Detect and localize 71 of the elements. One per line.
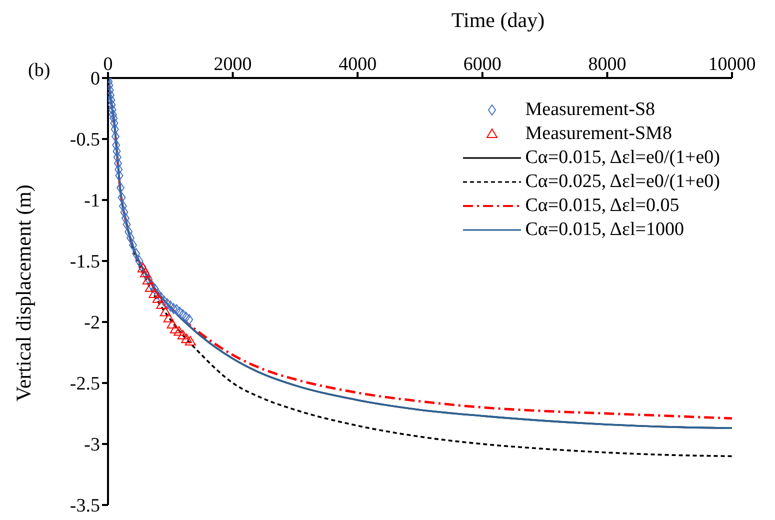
x-tick-label: 6000 [463,54,502,75]
x-tick-label: 8000 [588,54,626,75]
x-tick-label: 4000 [338,54,377,75]
point [108,104,116,116]
point [156,299,168,309]
point [112,140,120,151]
point [185,314,194,326]
x-tick-label: 0 [103,54,113,75]
point [163,312,174,322]
point [118,192,126,204]
point [148,288,160,298]
point [115,170,124,182]
y-tick-label: -2.5 [70,374,100,395]
y-tick-label: -1.5 [70,252,100,273]
point [166,318,178,328]
legend-label: Measurement-S8 [525,98,656,122]
legend-label: Cα=0.015, Δεl=e0/(1+e0) [525,146,720,170]
y-tick-label: -1 [84,190,100,212]
point [160,296,168,307]
point [135,256,144,266]
point [163,298,172,310]
point [181,334,192,344]
point [112,146,121,157]
x-tick-label: 10000 [708,54,756,75]
point [114,158,122,169]
point [122,218,131,230]
legend-label: Measurement-SM8 [525,122,672,146]
point [121,212,130,224]
point [178,309,187,320]
point [138,262,146,273]
x-tick-label: 2000 [214,54,252,75]
point [116,182,124,194]
point [111,131,120,142]
x-axis-title: Time (day) [451,8,545,32]
point [154,288,162,300]
y-tick-label: 0 [90,68,100,90]
point [144,282,156,292]
point [126,232,134,244]
point [113,152,122,163]
point [114,164,123,175]
point [172,304,181,316]
point [118,200,127,212]
point [160,306,171,316]
point [124,226,133,238]
point [108,109,117,120]
point [132,248,140,260]
y-tick-label: -3.5 [70,496,100,517]
point [170,324,181,334]
point [177,330,188,340]
y-tick-label: -3 [84,434,100,456]
point [184,336,196,346]
point [157,292,166,304]
point [120,206,128,218]
y-axis-title: Vertical displacement (m) [11,184,36,402]
point [174,326,185,336]
point [152,293,164,303]
point [176,306,184,318]
legend-label: Cα=0.015, Δεl=1000 [525,218,684,242]
point [170,303,178,314]
y-tick-label: -2 [84,312,100,334]
point [128,240,137,251]
legend-label: Cα=0.025, Δεl=e0/(1+e0) [525,170,720,194]
point [148,280,156,291]
text: (b) [28,60,50,82]
point [166,300,174,312]
point [110,112,118,124]
point [150,284,159,295]
legend-label: Cα=0.015, Δεl=0.05 [525,194,680,218]
y-tick-label: -0.5 [70,130,100,151]
point [110,124,119,135]
point [110,118,118,129]
